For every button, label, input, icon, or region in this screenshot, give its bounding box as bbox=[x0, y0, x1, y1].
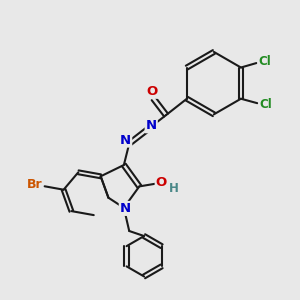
Text: H: H bbox=[169, 182, 178, 195]
Text: N: N bbox=[120, 134, 131, 146]
Text: O: O bbox=[146, 85, 158, 98]
Text: Cl: Cl bbox=[259, 98, 272, 111]
Text: Cl: Cl bbox=[258, 55, 271, 68]
Text: Br: Br bbox=[26, 178, 42, 191]
Text: N: N bbox=[146, 119, 157, 132]
Text: O: O bbox=[156, 176, 167, 189]
Text: N: N bbox=[120, 202, 131, 215]
